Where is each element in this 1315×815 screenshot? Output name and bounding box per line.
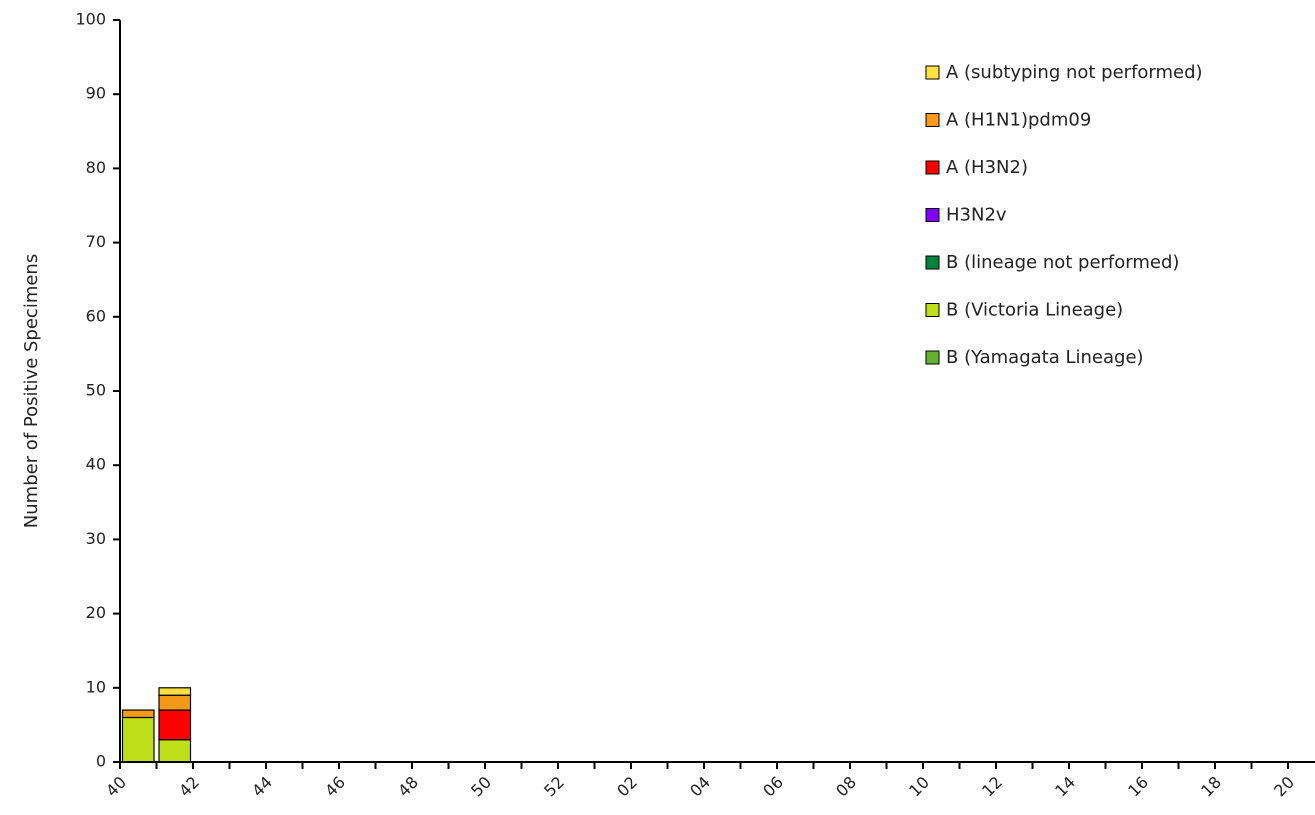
y-tick-label: 20 — [86, 603, 106, 622]
x-tick-label: 14 — [1051, 773, 1079, 801]
legend-swatch — [925, 65, 940, 80]
y-tick-label: 50 — [86, 381, 106, 400]
x-tick-label: 08 — [832, 773, 860, 801]
x-tick-label: 40 — [102, 773, 130, 801]
x-tick-label: 42 — [175, 773, 203, 801]
legend-swatch — [925, 160, 940, 175]
legend-label: A (subtyping not performed) — [946, 62, 1203, 83]
y-tick-label: 80 — [86, 158, 106, 177]
y-axis-title: Number of Positive Specimens — [21, 254, 42, 528]
legend-swatch — [925, 113, 940, 127]
y-tick-label: 0 — [96, 752, 106, 771]
legend-label: B (Yamagata Lineage) — [946, 347, 1144, 368]
x-tick-label: 20 — [1270, 773, 1298, 801]
legend-swatch — [925, 303, 940, 317]
legend-swatch — [925, 350, 940, 365]
y-tick-label: 100 — [75, 10, 106, 29]
x-tick-label: 16 — [1124, 773, 1152, 801]
legend-label: A (H1N1)pdm09 — [946, 110, 1091, 131]
y-tick-label: 70 — [86, 232, 106, 251]
y-tick-label: 90 — [86, 84, 106, 103]
y-tick-label: 40 — [86, 455, 106, 474]
x-tick-label: 46 — [321, 773, 349, 801]
legend-label: A (H3N2) — [946, 157, 1028, 178]
bar-segment — [158, 694, 192, 711]
bar-segment — [158, 709, 192, 741]
y-tick-label: 10 — [86, 677, 106, 696]
x-tick-label: 50 — [467, 773, 495, 801]
y-tick-label: 30 — [86, 529, 106, 548]
legend-swatch — [925, 208, 940, 222]
x-tick-label: 12 — [978, 773, 1006, 801]
y-tick-label: 60 — [86, 306, 106, 325]
x-tick-label: 06 — [759, 773, 787, 801]
x-tick-label: 52 — [540, 773, 568, 801]
legend-label: B (Victoria Lineage) — [946, 300, 1123, 321]
bar-segment — [121, 709, 155, 719]
legend-swatch — [925, 255, 940, 270]
x-tick-label: 02 — [613, 773, 641, 801]
x-tick-label: 10 — [905, 773, 933, 801]
x-tick-label: 18 — [1197, 773, 1225, 801]
legend-label: H3N2v — [946, 205, 1007, 226]
x-tick-label: 48 — [394, 773, 422, 801]
legend-label: B (lineage not performed) — [946, 252, 1179, 273]
bar-segment — [121, 716, 155, 763]
bar-segment — [158, 739, 192, 763]
x-tick-label: 04 — [686, 773, 714, 801]
x-tick-label: 44 — [248, 773, 276, 801]
bar-segment — [158, 687, 192, 696]
